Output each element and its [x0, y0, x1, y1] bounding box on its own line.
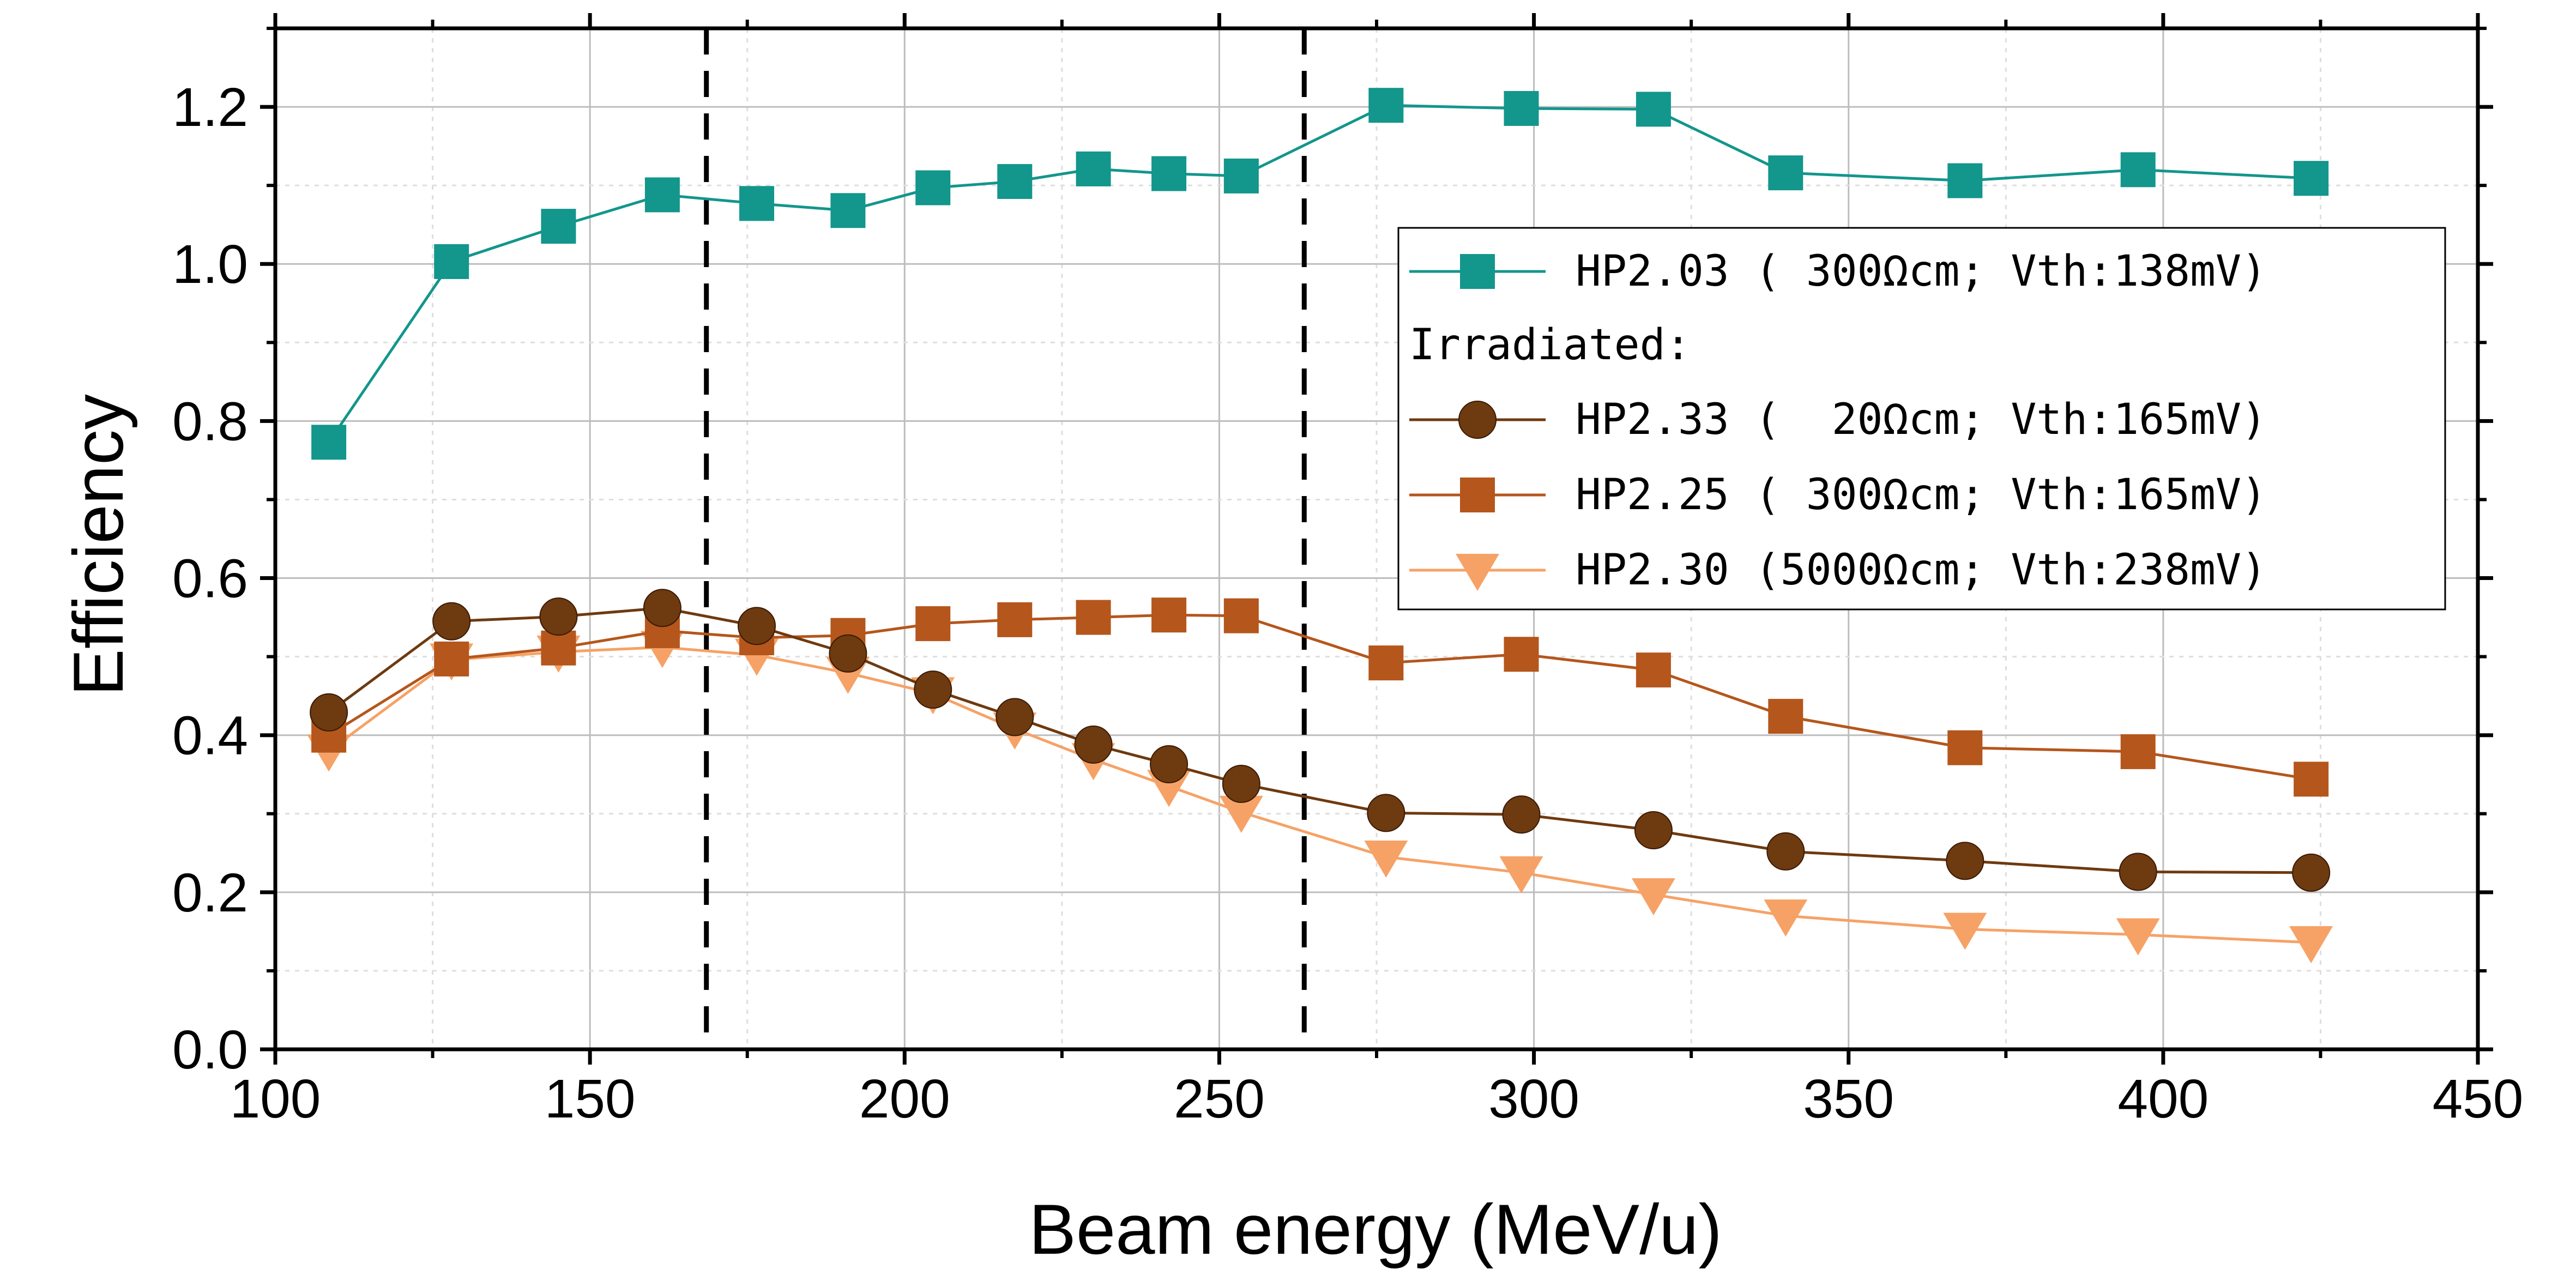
- data-point: [1947, 730, 1983, 765]
- data-point: [1219, 795, 1263, 833]
- data-point: [1947, 163, 1983, 198]
- data-point: [643, 589, 681, 627]
- data-point: [1367, 794, 1405, 832]
- data-point: [829, 634, 867, 673]
- data-point: [997, 164, 1033, 199]
- legend-marker: [1458, 401, 1497, 439]
- y-axis-title: Efficiency: [58, 394, 138, 696]
- data-point: [1764, 899, 1808, 937]
- data-point: [1222, 765, 1260, 803]
- axis-ticks: [260, 13, 2493, 1065]
- data-point: [1368, 645, 1404, 681]
- legend: HP2.03 ( 300Ωcm; Vth:138mV) Irradiated: HP…: [1397, 227, 2446, 611]
- data-point: [2116, 918, 2160, 956]
- series-3: [311, 597, 2329, 797]
- data-point: [1223, 158, 1259, 194]
- data-point: [2294, 161, 2329, 196]
- data-point: [2120, 734, 2156, 769]
- data-point: [1946, 842, 1984, 880]
- axis-tick-labels: 100 150 200 250 300 350 400 450 0.0 0.2 0.4 0.6 0.8 1…: [172, 77, 2523, 1129]
- data-point: [738, 607, 776, 645]
- legend-entry-4: HP2.30 (5000Ωcm; Vth:238mV): [1409, 546, 2267, 595]
- data-point: [2289, 926, 2333, 964]
- data-point: [432, 602, 471, 641]
- data-point: [914, 670, 952, 709]
- data-point: [434, 641, 469, 676]
- y-tick-label: 0.4: [172, 705, 248, 766]
- legend-entry-1: HP2.03 ( 300Ωcm; Vth:138mV): [1409, 247, 2267, 296]
- data-point: [1504, 90, 1539, 126]
- legend-label: HP2.25 ( 300Ωcm; Vth:165mV): [1576, 470, 2267, 519]
- data-point: [1634, 811, 1673, 850]
- data-point: [1076, 151, 1111, 186]
- x-tick-label: 400: [2117, 1068, 2209, 1129]
- x-tick-label: 250: [1174, 1068, 1265, 1129]
- x-tick-label: 300: [1488, 1068, 1579, 1129]
- y-tick-label: 0.0: [172, 1019, 248, 1080]
- x-tick-label: 350: [1803, 1068, 1894, 1129]
- data-point: [915, 170, 951, 206]
- legend-entry-2: HP2.33 ( 20Ωcm; Vth:165mV): [1409, 395, 2267, 444]
- data-point: [1223, 598, 1259, 633]
- data-point: [644, 177, 680, 213]
- data-point: [915, 606, 951, 642]
- data-point: [739, 186, 775, 221]
- series-2: [310, 589, 2331, 892]
- x-tick-label: 200: [859, 1068, 950, 1129]
- data-point: [1364, 841, 1408, 878]
- x-axis-title: Beam energy (MeV/u): [1029, 1189, 1722, 1269]
- data-point: [2294, 762, 2329, 797]
- legend-marker: [1456, 554, 1499, 591]
- data-point: [1768, 699, 1803, 734]
- data-point: [1499, 856, 1543, 893]
- y-tick-label: 0.2: [172, 862, 248, 923]
- data-point: [1768, 155, 1803, 191]
- data-point: [310, 693, 348, 732]
- data-point: [434, 244, 469, 279]
- data-point: [1636, 92, 1671, 127]
- legend-label: HP2.33 ( 20Ωcm; Vth:165mV): [1576, 395, 2267, 444]
- data-point: [996, 698, 1034, 736]
- data-point: [830, 193, 866, 228]
- data-point: [1504, 637, 1539, 672]
- data-point: [1074, 725, 1113, 764]
- y-tick-label: 0.6: [172, 548, 248, 609]
- data-point: [2120, 152, 2156, 188]
- x-tick-label: 100: [230, 1068, 321, 1129]
- data-point: [539, 597, 578, 636]
- data-point: [2292, 853, 2331, 892]
- data-point: [2119, 853, 2157, 891]
- data-point: [1368, 88, 1404, 123]
- legend-marker: [1460, 254, 1495, 289]
- data-point: [541, 630, 576, 666]
- data-point: [1636, 652, 1671, 688]
- data-point: [1502, 795, 1541, 834]
- data-point: [1766, 832, 1805, 871]
- x-tick-label: 450: [2433, 1068, 2524, 1129]
- legend-label: HP2.03 ( 300Ωcm; Vth:138mV): [1576, 247, 2267, 296]
- series-1: [311, 88, 2329, 460]
- data-point: [1151, 156, 1187, 191]
- data-point: [1943, 913, 1987, 950]
- data-point: [1631, 878, 1675, 916]
- y-tick-label: 0.8: [172, 391, 248, 452]
- data-point: [1151, 597, 1187, 633]
- y-tick-label: 1.0: [172, 234, 248, 295]
- data-point: [997, 602, 1033, 637]
- legend-label: HP2.30 (5000Ωcm; Vth:238mV): [1576, 546, 2267, 595]
- legend-entry-3: HP2.25 ( 300Ωcm; Vth:165mV): [1409, 470, 2267, 519]
- data-point: [541, 209, 576, 244]
- data-point: [1150, 745, 1189, 784]
- legend-marker: [1460, 478, 1495, 512]
- x-tick-label: 150: [545, 1068, 636, 1129]
- series-layer: [307, 88, 2333, 964]
- data-point: [1076, 600, 1111, 635]
- y-tick-label: 1.2: [172, 77, 248, 138]
- data-point: [311, 425, 347, 460]
- legend-header: Irradiated:: [1409, 321, 1691, 370]
- legend-box: [1397, 227, 2446, 611]
